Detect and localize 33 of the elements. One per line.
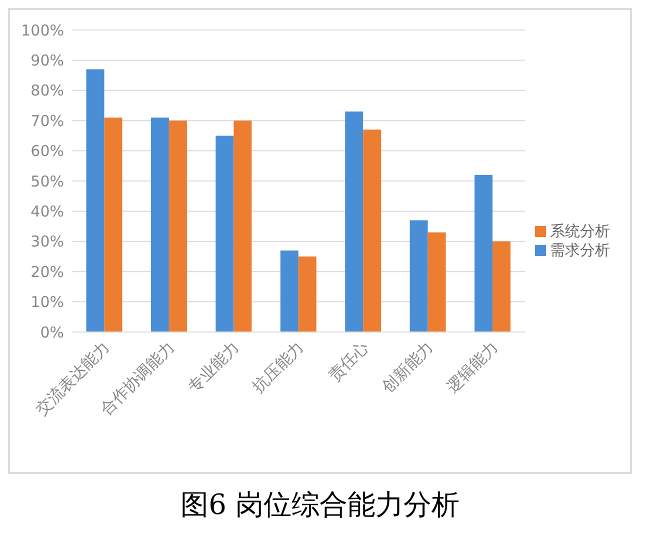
x-tick-label: 责任心 <box>324 337 372 385</box>
bar <box>345 112 364 332</box>
bar <box>150 118 169 332</box>
bar <box>474 174 493 332</box>
bar <box>168 120 187 332</box>
y-tick-label: 60% <box>30 142 64 160</box>
y-tick-label: 30% <box>30 232 64 251</box>
bar <box>492 241 511 332</box>
y-tick-label: 10% <box>30 293 64 312</box>
bar <box>280 250 298 332</box>
bar <box>410 220 428 332</box>
bar <box>363 130 382 332</box>
y-tick-label: 70% <box>30 112 64 130</box>
x-tick-label: 专业能力 <box>184 337 243 396</box>
x-tick-label: 创新能力 <box>378 337 437 396</box>
x-tick-label: 逻辑能力 <box>442 337 502 396</box>
bar <box>104 118 122 332</box>
y-tick-label: 20% <box>30 262 64 281</box>
y-tick-label: 40% <box>30 202 64 221</box>
bar <box>234 120 252 332</box>
x-tick-label: 抗压能力 <box>248 337 308 396</box>
bar <box>298 256 316 332</box>
y-tick-label: 50% <box>30 172 64 190</box>
y-tick-label: 90% <box>30 52 64 70</box>
bar <box>86 69 104 332</box>
bar <box>216 136 234 332</box>
y-tick-label: 80% <box>30 82 64 100</box>
legend-label: 系统分析 <box>550 222 610 240</box>
text: 图6 岗位综合能力分析 <box>180 487 460 523</box>
y-tick-label: 100% <box>21 21 64 40</box>
legend-label: 需求分析 <box>550 241 610 259</box>
y-tick-label: 0% <box>40 323 64 342</box>
bar <box>428 232 446 332</box>
